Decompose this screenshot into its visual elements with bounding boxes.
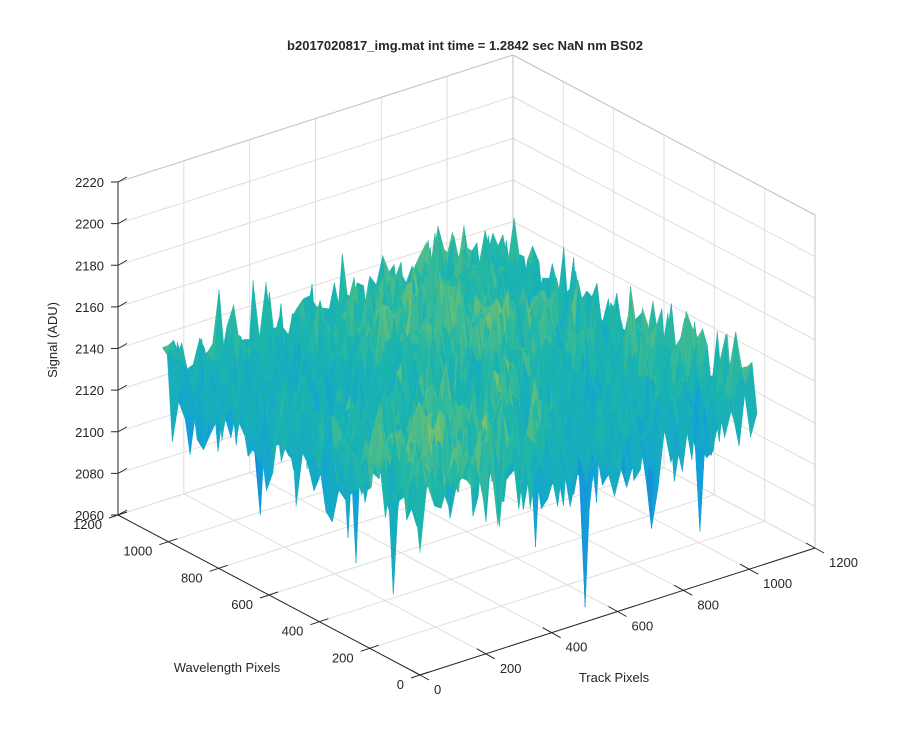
x-tick bbox=[419, 674, 430, 681]
z-tick-label: 2140 bbox=[75, 342, 104, 357]
x-tick bbox=[805, 542, 816, 549]
z-tick-label: 2100 bbox=[75, 425, 104, 440]
y-tick-label: 1000 bbox=[123, 544, 152, 559]
y-tick-label: 800 bbox=[181, 570, 203, 585]
box-edge bbox=[512, 54, 816, 216]
x-tick bbox=[814, 547, 825, 554]
z-tick bbox=[117, 426, 128, 433]
x-tick bbox=[674, 584, 684, 591]
x-tick bbox=[485, 653, 496, 660]
x-tick bbox=[551, 632, 561, 639]
x-tick bbox=[683, 589, 693, 596]
y-tick bbox=[108, 514, 119, 519]
x-tick bbox=[542, 627, 552, 634]
y-tick bbox=[268, 591, 279, 596]
z-tick bbox=[117, 218, 128, 225]
y-tick-label: 400 bbox=[282, 624, 304, 639]
box-edge bbox=[117, 54, 514, 183]
z-tick-label: 2200 bbox=[75, 217, 104, 232]
x-tick bbox=[617, 611, 627, 617]
y-tick bbox=[319, 618, 329, 623]
chart-title: b2017020817_img.mat int time = 1.2842 se… bbox=[287, 38, 643, 53]
z-axis-label: Signal (ADU) bbox=[45, 302, 60, 378]
y-tick bbox=[259, 594, 270, 599]
y-tick bbox=[117, 511, 128, 516]
x-tick bbox=[739, 563, 750, 570]
y-tick bbox=[159, 541, 169, 546]
x-axis-label: Track Pixels bbox=[579, 670, 650, 685]
z-tick bbox=[117, 301, 128, 308]
x-tick bbox=[748, 568, 759, 575]
z-tick-label: 2060 bbox=[75, 508, 104, 523]
y-tick-label: 0 bbox=[397, 677, 404, 692]
x-tick bbox=[410, 669, 421, 676]
z-tick bbox=[117, 384, 128, 391]
z-tick-label: 2120 bbox=[75, 383, 104, 398]
z-tick-label: 2220 bbox=[75, 175, 104, 190]
x-tick bbox=[476, 648, 487, 655]
z-tick bbox=[117, 467, 128, 474]
x-tick-label: 1200 bbox=[829, 555, 858, 570]
y-tick bbox=[369, 644, 379, 649]
grid-line bbox=[268, 467, 665, 596]
y-tick-label: 600 bbox=[231, 597, 253, 612]
y-tick bbox=[218, 564, 228, 569]
surface-facet bbox=[745, 361, 758, 438]
x-tick-label: 800 bbox=[697, 597, 719, 612]
axes: 2060 2080 2100 2120 2140 2160 2180 2200 2220 0 200… bbox=[73, 175, 858, 697]
z-tick-label: 2160 bbox=[75, 300, 104, 315]
z-tick-label: 2180 bbox=[75, 258, 104, 273]
y-tick bbox=[168, 538, 178, 543]
x-tick-label: 0 bbox=[434, 682, 441, 697]
grid bbox=[117, 54, 816, 676]
y-tick bbox=[410, 674, 421, 679]
x-tick bbox=[608, 606, 618, 612]
y-tick bbox=[360, 647, 370, 652]
y-tick-label: 1200 bbox=[73, 517, 102, 532]
x-tick-label: 400 bbox=[566, 640, 588, 655]
x-tick-label: 1000 bbox=[763, 576, 792, 591]
x-tick-label: 600 bbox=[632, 619, 654, 634]
y-axis-label: Wavelength Pixels bbox=[174, 660, 281, 675]
z-tick-label: 2080 bbox=[75, 466, 104, 481]
x-tick-label: 200 bbox=[500, 661, 522, 676]
y-tick bbox=[310, 621, 320, 626]
z-tick bbox=[117, 343, 128, 349]
z-tick bbox=[117, 259, 128, 266]
y-tick bbox=[209, 567, 219, 572]
y-tick-label: 200 bbox=[332, 650, 354, 665]
surface-plot bbox=[162, 217, 758, 608]
grid-line bbox=[319, 494, 715, 623]
z-tick bbox=[117, 176, 128, 183]
grid-line bbox=[369, 520, 765, 649]
